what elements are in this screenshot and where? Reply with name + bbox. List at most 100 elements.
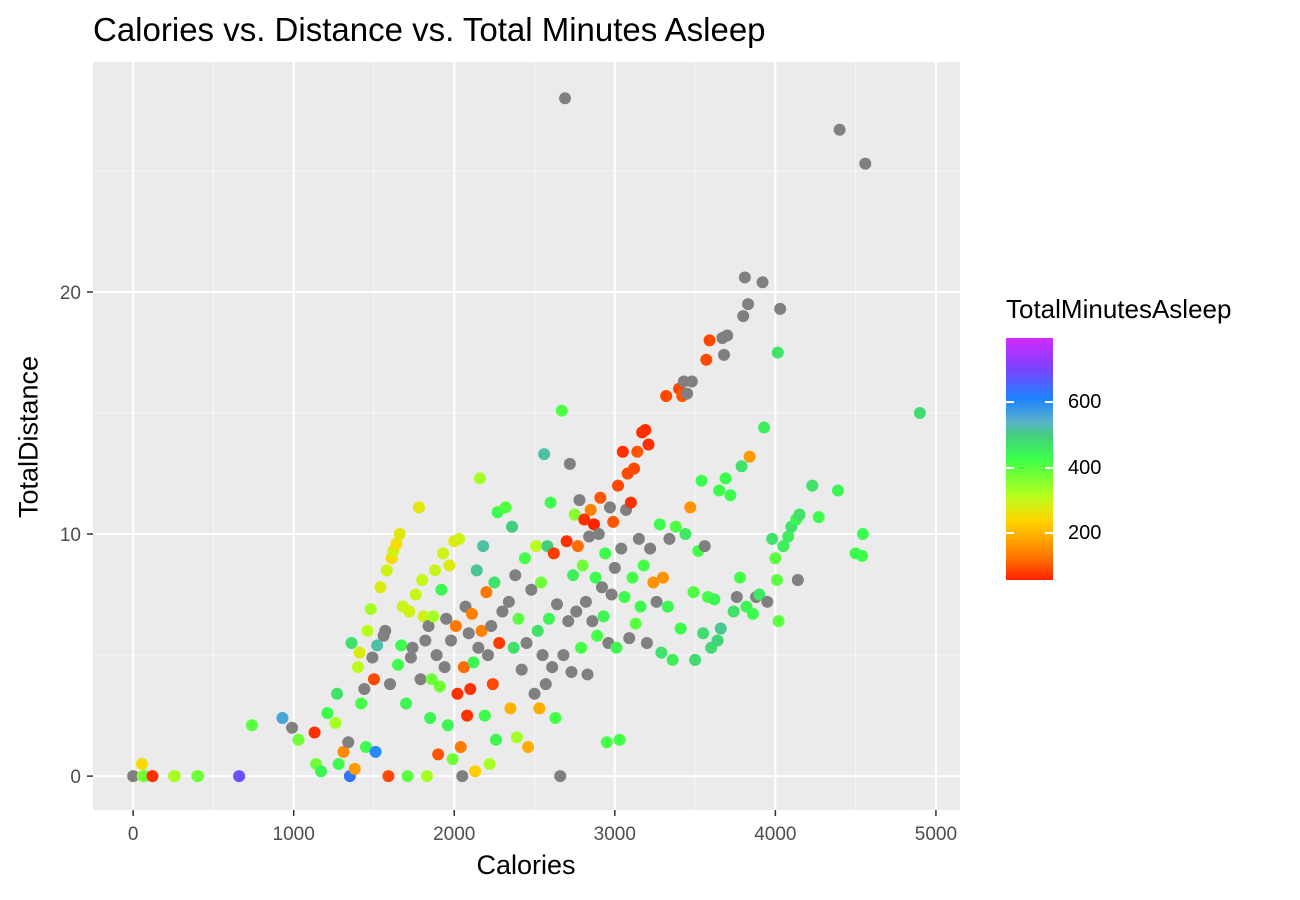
data-point xyxy=(660,390,673,403)
data-point xyxy=(348,762,361,775)
data-point xyxy=(713,484,726,497)
data-point xyxy=(624,496,637,509)
data-point xyxy=(453,532,466,545)
data-point xyxy=(605,588,618,601)
data-point xyxy=(292,733,305,746)
data-point xyxy=(456,770,469,783)
data-point xyxy=(547,547,560,560)
data-point xyxy=(746,607,759,620)
data-point xyxy=(557,649,570,662)
data-point xyxy=(700,353,713,366)
data-point xyxy=(806,479,819,492)
data-point xyxy=(496,605,509,618)
data-point xyxy=(634,600,647,613)
data-point xyxy=(233,770,246,783)
data-point xyxy=(661,600,674,613)
data-point xyxy=(607,515,620,528)
data-point xyxy=(782,530,795,543)
data-point xyxy=(571,540,584,553)
data-point xyxy=(717,348,730,361)
data-point xyxy=(433,680,446,693)
data-point xyxy=(425,673,438,686)
data-point xyxy=(575,641,588,654)
data-point xyxy=(512,612,525,625)
data-point xyxy=(772,615,785,628)
data-point xyxy=(504,702,517,715)
data-point xyxy=(438,661,451,674)
data-point xyxy=(687,586,700,599)
data-point xyxy=(685,375,698,388)
data-point xyxy=(406,641,419,654)
data-point xyxy=(613,733,626,746)
data-point xyxy=(473,472,486,485)
data-point xyxy=(457,661,470,674)
data-point xyxy=(509,569,522,582)
data-point xyxy=(331,687,344,700)
data-point xyxy=(404,651,417,664)
data-point xyxy=(555,404,568,417)
data-point xyxy=(342,736,355,749)
data-point xyxy=(578,513,591,526)
data-point xyxy=(737,310,750,323)
data-point xyxy=(401,770,414,783)
data-point xyxy=(469,765,482,778)
data-point xyxy=(419,634,432,647)
data-point xyxy=(403,605,416,618)
data-point xyxy=(366,651,379,664)
data-point xyxy=(515,663,528,676)
major-gridlines xyxy=(93,62,960,810)
data-point xyxy=(539,678,552,691)
data-point xyxy=(599,547,612,560)
data-point xyxy=(570,605,583,618)
data-point xyxy=(581,668,594,681)
data-point xyxy=(478,709,491,722)
data-point xyxy=(724,489,737,502)
data-point xyxy=(528,687,541,700)
data-point xyxy=(361,624,374,637)
data-point xyxy=(647,576,660,589)
data-point xyxy=(549,712,562,725)
data-point xyxy=(477,540,490,553)
data-point xyxy=(395,639,408,652)
data-point xyxy=(369,745,382,758)
data-point xyxy=(522,741,535,754)
data-point xyxy=(565,666,578,679)
data-point xyxy=(364,603,377,616)
data-point xyxy=(695,474,708,487)
data-point xyxy=(579,595,592,608)
data-point xyxy=(721,329,734,342)
data-point xyxy=(642,438,655,451)
data-point xyxy=(286,721,299,734)
data-point xyxy=(454,741,467,754)
data-point xyxy=(595,581,608,594)
data-point xyxy=(708,593,721,606)
data-point xyxy=(475,624,488,637)
legend-tick-label: 400 xyxy=(1068,456,1102,479)
x-tick-label: 0 xyxy=(128,824,139,845)
data-point xyxy=(727,605,740,618)
data-point xyxy=(379,624,392,637)
data-point xyxy=(655,646,668,659)
data-point xyxy=(400,697,413,710)
data-point xyxy=(719,472,732,485)
data-point xyxy=(587,518,600,531)
data-point xyxy=(520,636,533,649)
data-point xyxy=(637,559,650,572)
data-point xyxy=(594,491,607,504)
data-point xyxy=(753,588,766,601)
data-point xyxy=(758,421,771,434)
data-point xyxy=(684,501,697,514)
data-point xyxy=(583,530,596,543)
data-point xyxy=(554,770,567,783)
data-point xyxy=(650,595,663,608)
data-point xyxy=(329,716,342,729)
data-point xyxy=(428,564,441,577)
x-tick-label: 1000 xyxy=(273,824,315,845)
data-point xyxy=(859,157,872,170)
data-point xyxy=(597,610,610,623)
data-point xyxy=(367,673,380,686)
data-point xyxy=(567,569,580,582)
data-point xyxy=(355,697,368,710)
data-point xyxy=(730,590,743,603)
y-tick-label: 20 xyxy=(60,283,81,304)
